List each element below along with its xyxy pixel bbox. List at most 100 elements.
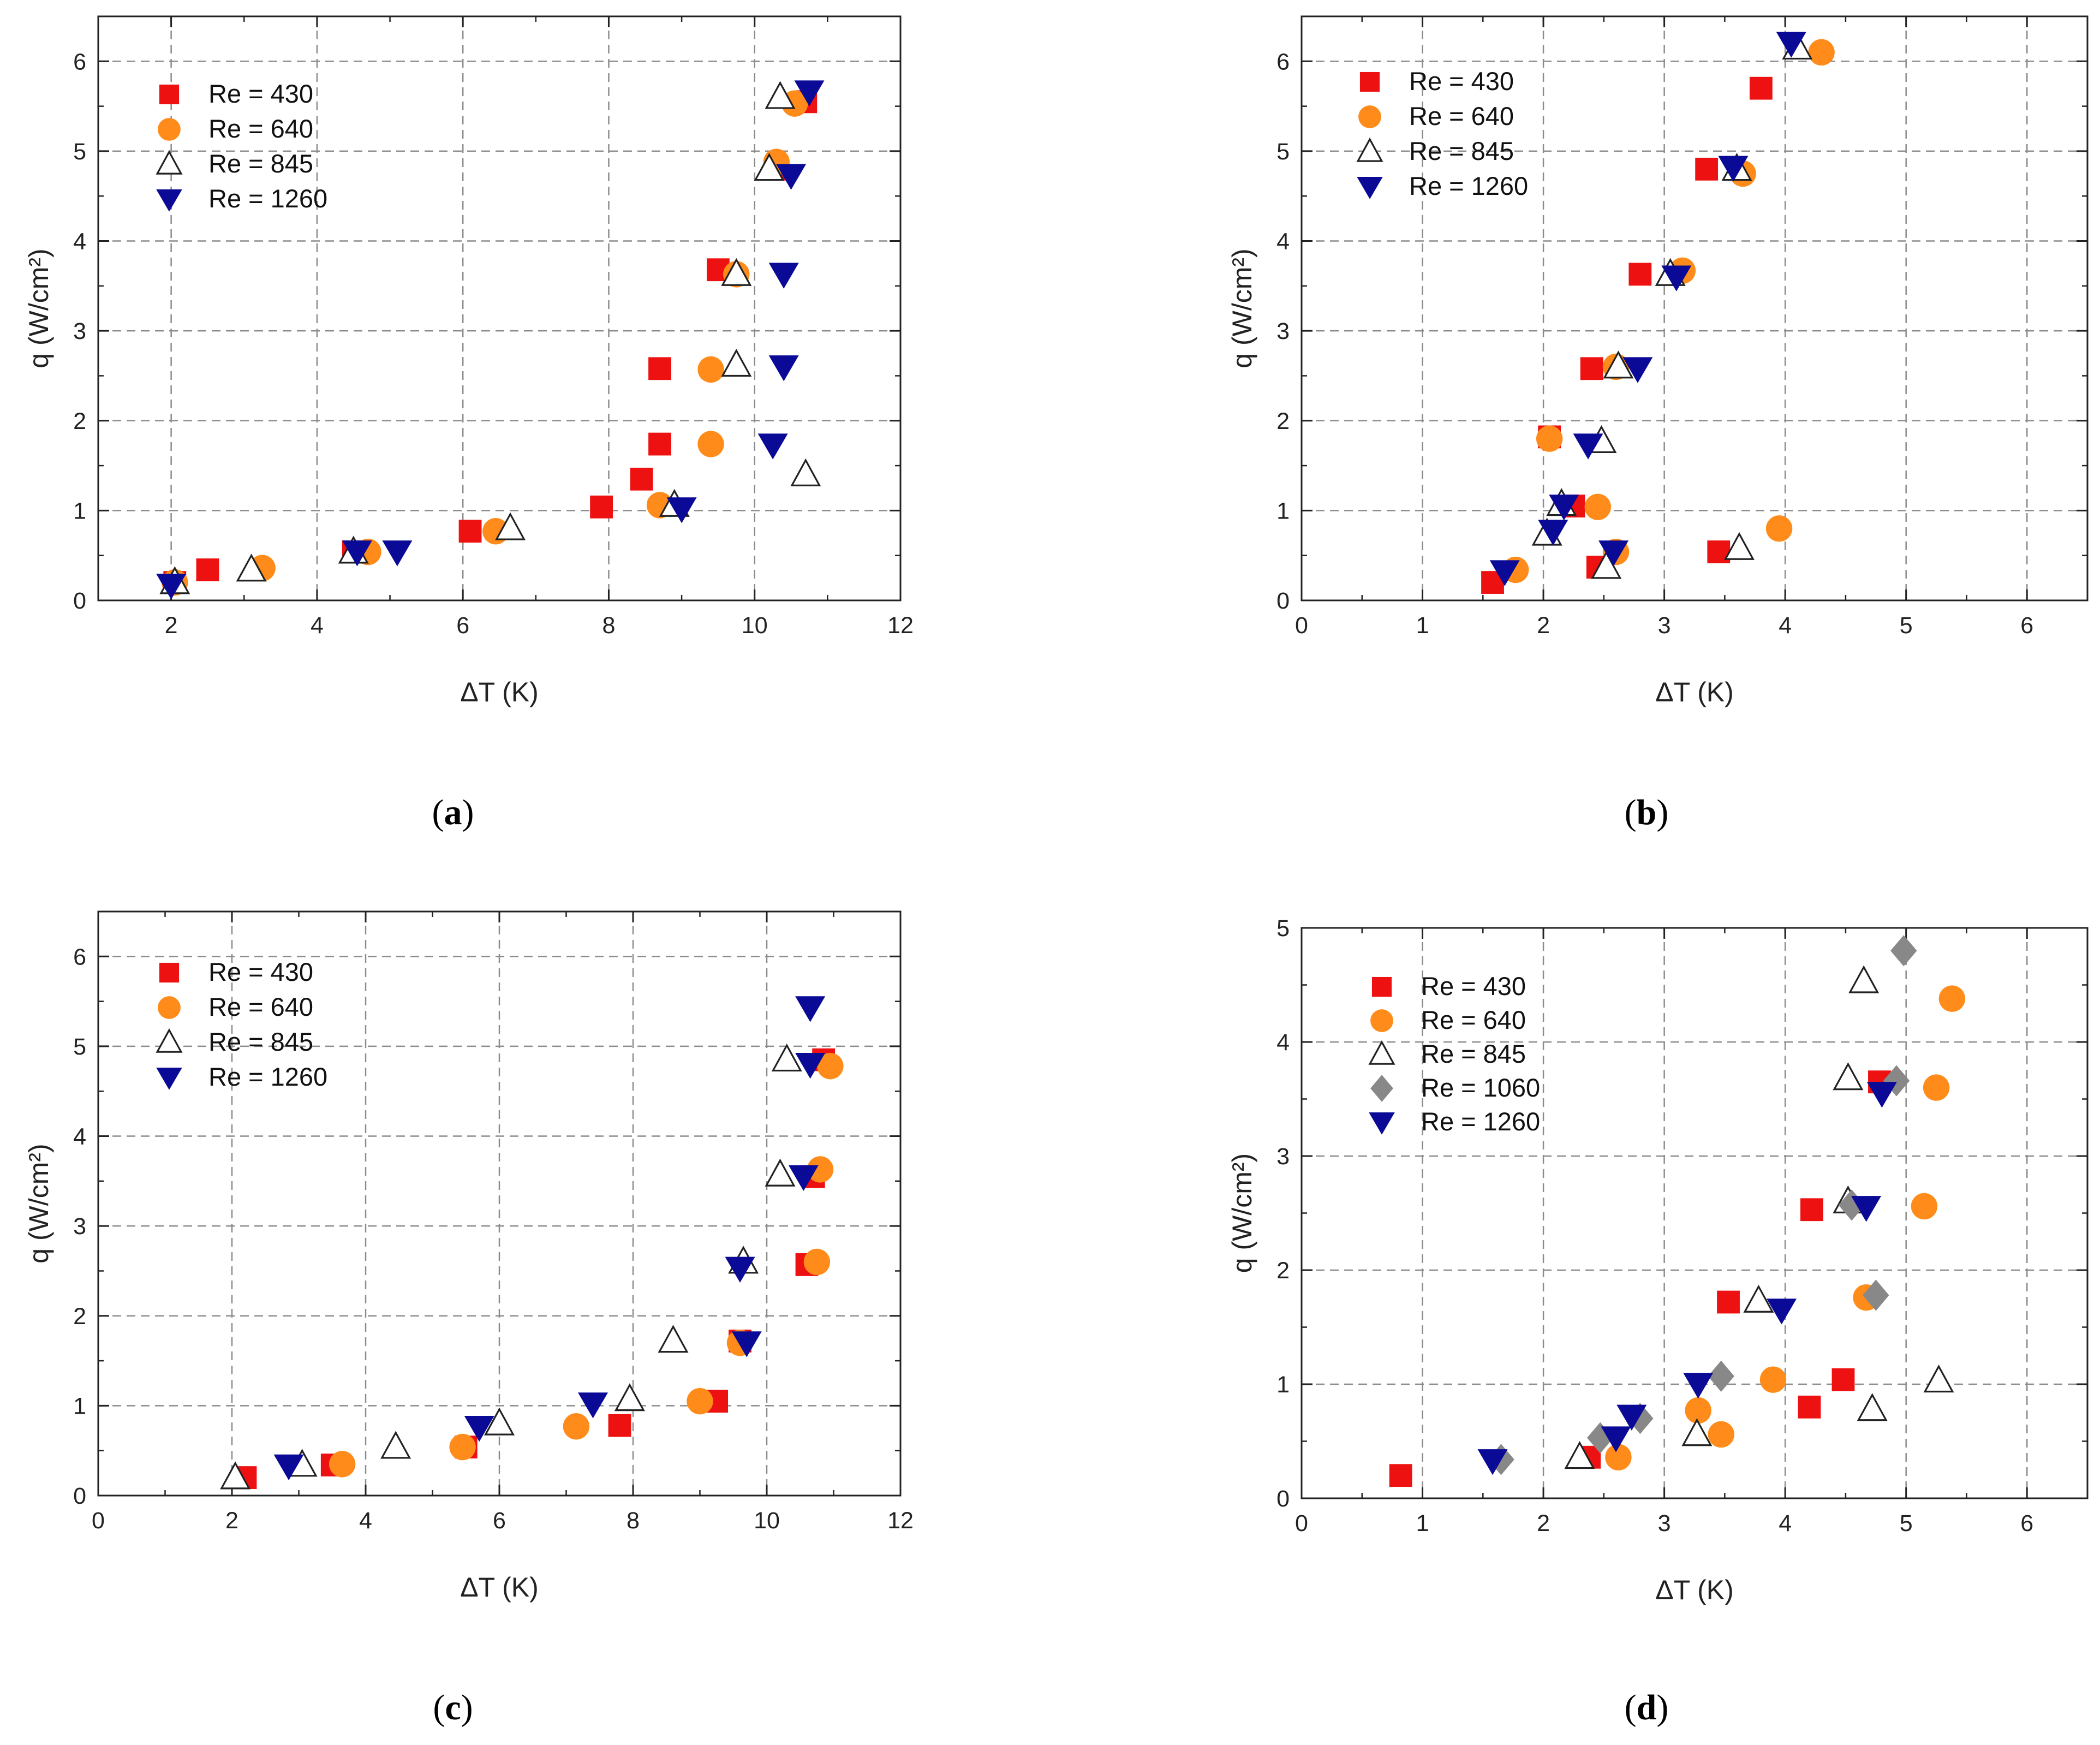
x-tick-label: 12 bbox=[887, 1508, 914, 1534]
legend-label: Re = 430 bbox=[1421, 972, 1526, 1000]
data-point bbox=[1759, 1366, 1787, 1393]
legend: Re = 430 Re = 640 Re = 845 Re = 1260 bbox=[156, 79, 327, 213]
legend-label: Re = 1260 bbox=[1421, 1107, 1540, 1136]
data-point bbox=[1477, 1449, 1508, 1475]
data-point bbox=[794, 80, 825, 106]
data-point bbox=[1767, 1299, 1797, 1325]
y-tick-label: 0 bbox=[1276, 1486, 1290, 1512]
x-tick-label: 10 bbox=[754, 1508, 780, 1534]
data-point bbox=[768, 355, 799, 382]
legend-marker bbox=[1358, 105, 1381, 128]
data-point bbox=[768, 263, 799, 289]
data-point bbox=[765, 81, 796, 109]
y-tick-label: 2 bbox=[73, 408, 86, 434]
x-tick-label: 3 bbox=[1658, 612, 1671, 639]
data-point bbox=[236, 553, 267, 582]
data-point bbox=[1938, 985, 1966, 1012]
x-axis-title: ΔT (K) bbox=[460, 677, 539, 707]
legend-label: Re = 845 bbox=[208, 1027, 313, 1056]
y-tick-label: 2 bbox=[1276, 1258, 1290, 1284]
data-point bbox=[1857, 1393, 1888, 1421]
data-point bbox=[1389, 1464, 1412, 1487]
data-point bbox=[1601, 1426, 1631, 1452]
data-point bbox=[1890, 935, 1917, 967]
data-point bbox=[1685, 1397, 1711, 1424]
x-axis-title: ΔT (K) bbox=[1655, 1575, 1734, 1605]
x-tick-label: 8 bbox=[627, 1508, 640, 1534]
series-re-640 bbox=[1605, 985, 1966, 1470]
data-point bbox=[1911, 1193, 1938, 1220]
data-point bbox=[1718, 156, 1749, 182]
x-tick-label: 0 bbox=[1295, 612, 1308, 639]
data-point bbox=[1573, 433, 1603, 460]
data-point bbox=[1776, 32, 1806, 58]
data-point bbox=[578, 1392, 608, 1419]
legend-label: Re = 640 bbox=[1421, 1005, 1526, 1034]
data-point bbox=[658, 1325, 689, 1353]
data-point bbox=[754, 153, 785, 181]
x-tick-label: 0 bbox=[92, 1508, 105, 1534]
data-point bbox=[449, 1433, 476, 1461]
legend-label: Re = 1260 bbox=[208, 184, 327, 213]
data-point bbox=[329, 1451, 356, 1478]
data-point bbox=[1923, 1074, 1950, 1101]
y-tick-label: 3 bbox=[1276, 1144, 1290, 1170]
x-tick-label: 10 bbox=[742, 612, 768, 639]
data-point bbox=[1564, 1441, 1595, 1469]
x-tick-label: 2 bbox=[1537, 1510, 1550, 1536]
y-tick-label: 1 bbox=[1276, 1372, 1290, 1398]
y-tick-label: 4 bbox=[1276, 229, 1290, 255]
data-point bbox=[380, 1431, 411, 1459]
x-tick-label: 2 bbox=[165, 612, 178, 639]
data-point bbox=[1549, 495, 1579, 521]
series-re-1260 bbox=[156, 80, 825, 600]
legend-label: Re = 430 bbox=[208, 957, 313, 986]
data-point bbox=[196, 558, 219, 581]
x-tick-label: 5 bbox=[1900, 1510, 1913, 1536]
y-tick-label: 2 bbox=[1276, 408, 1290, 434]
series-re-1260 bbox=[1477, 1082, 1897, 1475]
legend-marker bbox=[156, 1028, 183, 1053]
data-point bbox=[1536, 425, 1563, 452]
data-point bbox=[1866, 1082, 1897, 1108]
legend-marker bbox=[156, 150, 183, 175]
data-point bbox=[687, 1387, 713, 1415]
y-tick-label: 5 bbox=[1276, 915, 1290, 942]
y-tick-label: 3 bbox=[73, 1213, 86, 1240]
data-point bbox=[1717, 1290, 1740, 1314]
data-point bbox=[1628, 263, 1652, 286]
data-point bbox=[648, 357, 671, 380]
x-tick-label: 4 bbox=[1779, 612, 1792, 639]
data-point bbox=[1749, 76, 1773, 100]
legend-marker bbox=[1370, 1075, 1393, 1102]
data-point bbox=[1695, 157, 1719, 181]
y-axis-title: q (W/cm²) bbox=[23, 1144, 54, 1263]
legend-label: Re = 640 bbox=[208, 992, 313, 1021]
data-point bbox=[1851, 1196, 1882, 1222]
data-point bbox=[1723, 532, 1755, 560]
data-point bbox=[382, 540, 413, 567]
y-tick-label: 1 bbox=[73, 1393, 86, 1419]
y-tick-label: 5 bbox=[73, 139, 86, 165]
data-point bbox=[1831, 1368, 1855, 1391]
y-tick-label: 0 bbox=[73, 588, 86, 614]
data-point bbox=[1708, 1360, 1734, 1392]
data-point bbox=[630, 467, 653, 491]
data-point bbox=[495, 512, 526, 540]
x-tick-label: 8 bbox=[602, 612, 615, 639]
legend-label: Re = 640 bbox=[208, 114, 313, 143]
x-axis-title: ΔT (K) bbox=[1655, 677, 1734, 707]
data-point bbox=[721, 348, 752, 377]
legend-marker bbox=[1356, 137, 1383, 162]
data-point bbox=[220, 1461, 251, 1490]
data-point bbox=[648, 432, 671, 456]
panel-label: (b) bbox=[1625, 793, 1669, 832]
y-tick-label: 3 bbox=[1276, 318, 1290, 344]
y-tick-label: 6 bbox=[73, 49, 86, 75]
legend-label: Re = 430 bbox=[208, 79, 313, 108]
series-re-845 bbox=[1564, 965, 1954, 1469]
x-tick-label: 1 bbox=[1416, 612, 1429, 639]
legend-marker bbox=[158, 996, 181, 1019]
